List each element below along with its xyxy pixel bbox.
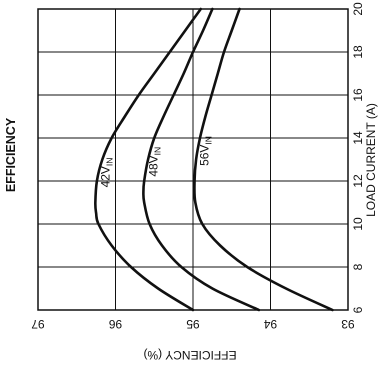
x-tick-label: 20 [351,2,365,16]
plot-frame [37,8,349,311]
x-tick-label: 8 [351,263,365,270]
series-labels: 42VIN 48VIN 56VIN [98,136,213,187]
y-tick-label: 96 [109,317,123,331]
chart-title: EFFICIENCY [4,117,18,192]
y-tick-label: 97 [31,317,45,331]
x-tick-label: 10 [351,217,365,231]
tick-labels: 6 8 10 12 14 16 18 20 93 94 95 96 97 [31,2,365,331]
y-tick-label: 95 [186,317,200,331]
x-tick-label: 6 [351,306,365,313]
x-tick-label: 12 [351,174,365,188]
x-tick-label: 14 [351,131,365,145]
y-axis-title: EFFICIENCY (%) [143,348,236,362]
series-line-48V [142,7,261,312]
x-axis-title: LOAD CURRENT (A) [364,103,378,217]
x-tick-label: 18 [351,45,365,59]
y-tick-label: 94 [264,317,278,331]
series-label-42V: 42VIN [98,158,114,188]
x-tick-label: 16 [351,88,365,102]
series-lines [94,7,334,312]
series-label-48V: 48VIN [146,147,162,177]
series-line-42V [94,7,203,312]
series-line-56V [193,7,334,312]
y-tick-label: 93 [341,317,355,331]
series-label-56V: 56VIN [198,136,214,166]
